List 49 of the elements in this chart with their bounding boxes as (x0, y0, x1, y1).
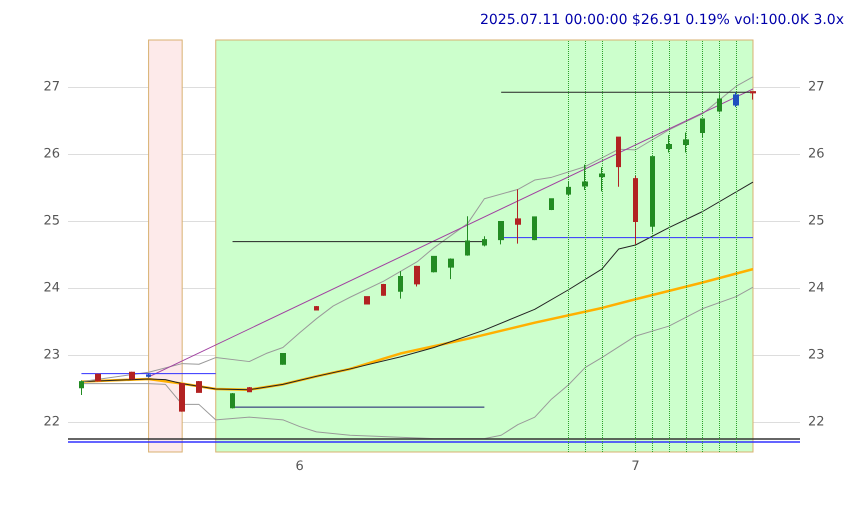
x-tick-label: 7 (631, 459, 640, 474)
candlestick (717, 94, 722, 113)
candlestick (431, 256, 437, 273)
y2-tick-label: 25 (808, 213, 825, 228)
candlestick (616, 136, 621, 188)
y2-tick-label: 22 (808, 414, 825, 430)
candlestick (196, 380, 202, 393)
candlestick (79, 380, 84, 396)
candlestick (650, 156, 655, 233)
y2-tick-label: 23 (808, 347, 825, 362)
candlestick (414, 265, 420, 288)
x-tick-label: 6 (296, 459, 304, 474)
y-tick-label: 25 (43, 213, 60, 228)
candlestick (532, 216, 537, 241)
candlestick (582, 164, 588, 191)
candlestick (498, 221, 504, 245)
candlestick (146, 373, 151, 378)
candlestick (750, 91, 756, 100)
y2-tick-label: 24 (808, 280, 825, 296)
candlestick (398, 270, 403, 300)
candlestick (179, 382, 185, 412)
candlestick (448, 258, 454, 280)
chart-title: 2025.07.11 00:00:00 $26.91 0.19% vol:100.0K 3.0x (480, 12, 844, 28)
candlestick (482, 236, 487, 247)
candlestick (280, 353, 286, 366)
candlestick (230, 392, 235, 409)
candlestick (465, 216, 470, 256)
candlestick (549, 198, 554, 211)
candlestick (314, 305, 319, 310)
candlestick (566, 180, 571, 197)
y2-tick-label: 26 (808, 146, 825, 162)
candlestick (683, 132, 689, 154)
candlestick (95, 373, 101, 382)
candlestick (633, 175, 638, 245)
candlestick (515, 188, 521, 244)
y-tick-label: 22 (43, 414, 60, 430)
candlestick (364, 296, 370, 304)
y-tick-label: 26 (43, 146, 60, 162)
y-tick-label: 24 (43, 280, 60, 296)
candlestick (599, 166, 605, 192)
candlestick (129, 371, 135, 380)
y2-tick-label: 27 (808, 79, 825, 94)
y-tick-label: 23 (43, 347, 60, 362)
candlestick (247, 386, 252, 392)
candlestick (700, 118, 705, 138)
candlestick (381, 283, 386, 296)
candlestick (733, 92, 739, 108)
y-tick-label: 27 (43, 79, 60, 94)
candlestick (666, 134, 672, 154)
